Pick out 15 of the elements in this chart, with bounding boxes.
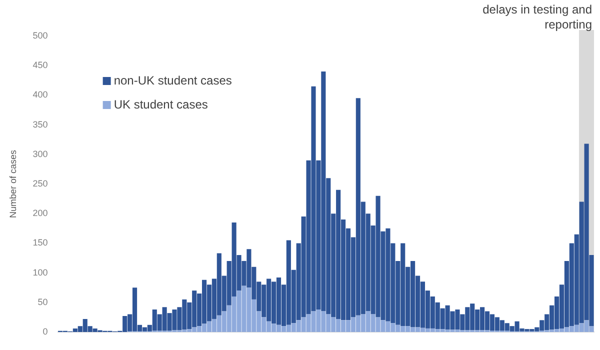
y-tick-label: 300	[32, 148, 48, 159]
y-tick-label: 500	[32, 30, 48, 40]
legend-label: UK student cases	[114, 97, 208, 112]
y-tick-label: 150	[32, 238, 48, 248]
y-tick-label: 250	[32, 178, 48, 188]
text: delays in testing and reporting	[482, 2, 592, 32]
y-axis-title: Number of cases	[8, 149, 18, 218]
legend-label: non-UK student cases	[114, 73, 232, 88]
y-tick-label: 400	[32, 90, 48, 100]
y-tick-label: 0	[42, 326, 48, 336]
y-tick-label: 350	[32, 119, 48, 130]
y-tick-label: 100	[32, 267, 48, 278]
y-tick-label: 450	[32, 60, 48, 70]
y-tick-label: 200	[32, 208, 48, 218]
y-tick-label: 50	[38, 296, 48, 307]
